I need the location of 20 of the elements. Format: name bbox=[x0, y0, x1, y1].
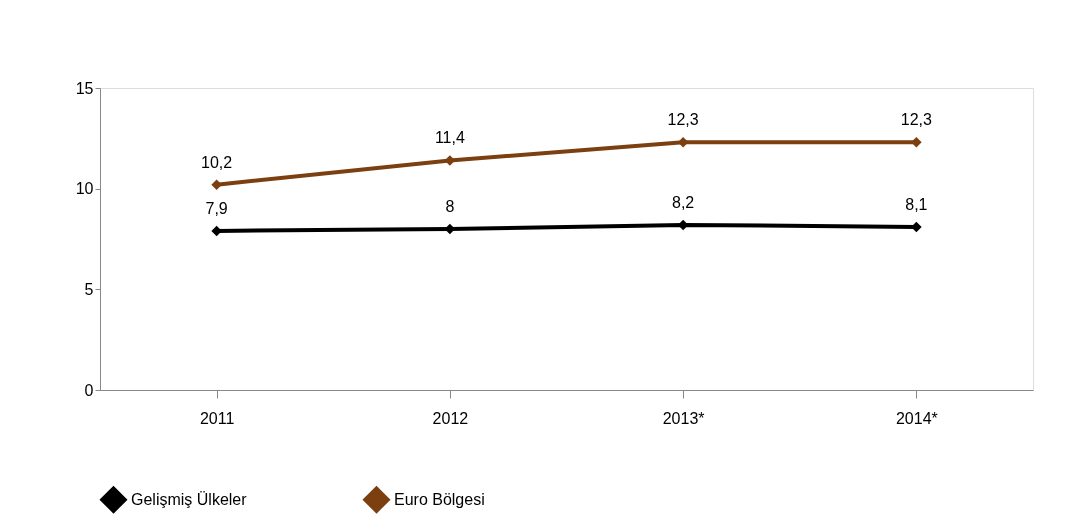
point bbox=[211, 179, 222, 190]
y-tick-label: 10 bbox=[75, 180, 94, 198]
data-label: 11,4 bbox=[434, 129, 465, 147]
legend-label: Euro Bölgesi bbox=[394, 490, 485, 508]
data-label: 7,9 bbox=[205, 199, 228, 217]
data-label: 8,1 bbox=[905, 195, 928, 213]
y-tick-label: 15 bbox=[75, 79, 94, 97]
legend-label: Gelişmiş Ülkeler bbox=[131, 490, 248, 508]
point bbox=[911, 137, 922, 148]
data-label: 12,3 bbox=[667, 111, 699, 129]
x-tick-label: 2012 bbox=[432, 409, 469, 427]
data-label: 8 bbox=[445, 197, 455, 215]
y-tick-label: 5 bbox=[84, 280, 94, 298]
y-tick-label: 0 bbox=[84, 381, 94, 399]
data-label: 8,2 bbox=[672, 193, 695, 211]
data-label: 12,3 bbox=[900, 111, 933, 129]
x-tick-label: 2011 bbox=[199, 409, 235, 427]
data-label: 10,2 bbox=[201, 153, 233, 171]
x-tick-label: 2013* bbox=[662, 409, 705, 427]
x-tick-label: 2014* bbox=[895, 409, 938, 427]
